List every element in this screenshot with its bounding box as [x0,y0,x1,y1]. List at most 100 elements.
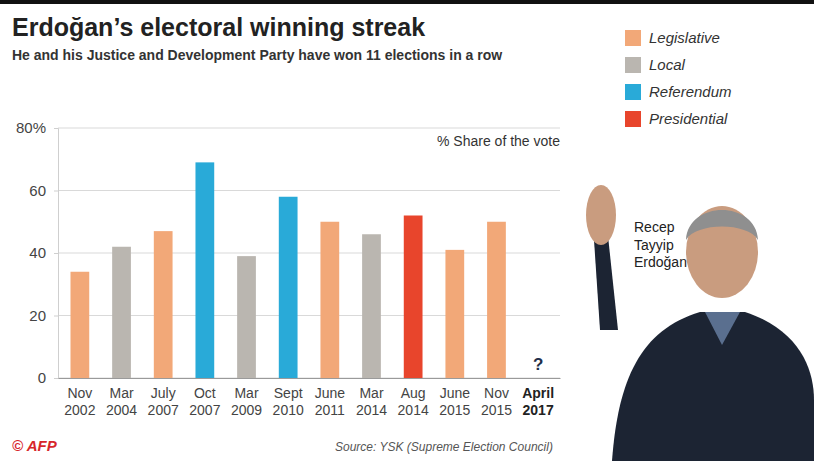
bar [70,272,89,378]
x-tick: Sept2010 [273,378,304,418]
x-tick: Nov2015 [481,378,512,418]
x-tick-label-line: June [315,385,346,401]
legend-item: Referendum [625,83,732,100]
x-tick-label-line: Nov [484,385,509,401]
credit: © AFP [12,437,58,454]
x-tick-label-line: 2007 [148,402,179,418]
x-tick-label: Sept2010 [273,385,304,418]
y-tick-mark [54,378,58,379]
title: Erdoğan’s electoral winning streak [12,13,425,41]
bar [362,234,381,378]
bar [154,231,173,378]
portrait-coat [612,312,814,461]
legend-label: Local [649,56,686,73]
legend-item: Presidential [625,110,728,127]
x-tick: April2017 [522,378,554,418]
x-tick-label-line: 2007 [189,402,220,418]
y-tick-label: 80% [16,119,46,136]
x-tick-label-line: 2014 [356,402,387,418]
x-tick-label-line: April [522,385,554,401]
x-tick-label-line: July [151,385,176,401]
bar [112,247,131,378]
x-axis-line [59,378,561,379]
bar [279,197,298,378]
y-tick-label: 40 [29,244,46,261]
x-tick-label: Nov2015 [481,385,512,418]
chart: Erdoğan’s electoral winning streak He and… [0,0,814,461]
x-tick: Mar2009 [231,378,262,418]
legend-label: Legislative [649,29,720,46]
legend-label: Referendum [649,83,732,100]
legend-swatch [625,111,641,127]
legend-item: Legislative [625,29,720,46]
x-axis: Nov2002Mar2004July2007Oct2007Mar2009Sept… [59,378,561,418]
x-tick-label-line: Mar [359,385,383,401]
x-tick-label-line: Nov [67,385,92,401]
grid-line [58,378,560,379]
y-axis: 0 20 40 60 80% [16,119,59,386]
x-tick-label-line: Mar [109,385,133,401]
x-tick-label: June2011 [315,385,346,418]
x-tick: June2015 [439,378,470,418]
legend-swatch [625,30,641,46]
x-tick-label: Nov2002 [64,385,95,418]
annotation: ? [533,355,543,374]
x-tick-label-line: 2017 [523,402,554,418]
legend-item: Local [625,56,686,73]
bar [320,222,339,378]
grid-line [58,315,560,316]
legend-swatch [625,57,641,73]
bar [237,256,256,378]
y-tick-label: 60 [29,182,46,199]
annotation: % Share of the vote [437,133,560,149]
portrait [586,185,814,461]
grid [58,128,560,378]
x-tick-label: June2015 [439,385,470,418]
subtitle: He and his Justice and Development Party… [12,47,502,63]
x-tick-label: April2017 [522,385,554,418]
x-tick: Mar2004 [106,378,137,418]
x-tick-label: Aug2014 [398,385,429,418]
y-axis-line [54,129,59,379]
x-tick-label-line: 2011 [315,402,345,418]
photo-caption: Recep TayyipErdoğan [634,219,687,270]
x-tick-label-line: 2014 [398,402,429,418]
y-tick-mark [54,191,58,192]
bar [404,216,423,379]
x-tick-label-line: 2004 [106,402,137,418]
grid-line [58,253,560,254]
y-tick-mark [54,253,58,254]
x-tick-label: Mar2009 [231,385,262,418]
y-tick: 0 [38,369,58,386]
x-tick-label: Mar2004 [106,385,137,418]
y-tick-label: 0 [38,369,46,386]
x-tick: July2007 [148,378,179,418]
x-tick-label: July2007 [148,385,179,418]
source: Source: YSK (Supreme Election Council) [335,440,553,454]
y-tick-mark [54,316,58,317]
bar [445,250,464,378]
y-tick: 80% [16,119,58,136]
y-tick: 20 [29,307,58,324]
x-tick-label: Oct2007 [189,385,220,418]
portrait-collar [705,312,740,345]
photo-caption-line: Tayyip [634,237,674,253]
x-tick-label-line: 2010 [273,402,304,418]
y-tick: 60 [29,182,58,199]
x-tick-label-line: 2015 [439,402,470,418]
legend-label: Presidential [649,110,728,127]
photo-caption-line: Recep [634,219,675,235]
x-tick-label-line: 2002 [64,402,95,418]
top-rule [0,0,814,4]
legend-swatch [625,84,641,100]
photo-caption-line: Erdoğan [634,254,687,270]
y-tick-mark [54,128,58,129]
x-tick-label-line: Oct [194,385,216,401]
x-tick-label: Mar2014 [356,385,387,418]
grid-line [58,190,560,191]
x-tick-label-line: Sept [274,385,303,401]
x-tick-label-line: Mar [234,385,258,401]
portrait-hand [586,185,616,245]
y-tick: 40 [29,244,58,261]
bars [70,162,505,378]
